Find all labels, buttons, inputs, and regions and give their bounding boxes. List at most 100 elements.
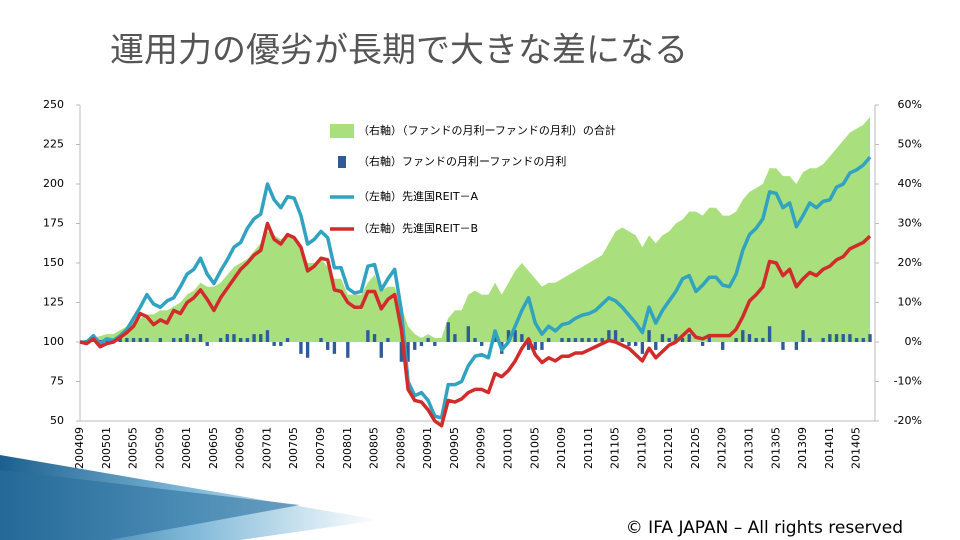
bar bbox=[366, 330, 370, 342]
bar bbox=[687, 334, 691, 342]
x-tick-label: 201209 bbox=[716, 427, 729, 469]
slide-title: 運用力の優劣が長期で大きな差になる bbox=[110, 31, 688, 71]
bar bbox=[654, 342, 658, 350]
y-tick-label: 175 bbox=[43, 217, 64, 230]
bar bbox=[145, 338, 149, 342]
bar bbox=[567, 338, 571, 342]
y-tick-label: 150 bbox=[43, 256, 64, 269]
bar bbox=[285, 338, 290, 342]
x-tick-label: 200701 bbox=[260, 427, 273, 469]
bar bbox=[828, 334, 832, 342]
bar bbox=[801, 330, 805, 342]
y2-tick-label: 40% bbox=[898, 177, 922, 190]
legend-item: （左軸）先進国REIT－B bbox=[330, 221, 478, 235]
bar bbox=[346, 342, 350, 358]
bar bbox=[480, 342, 484, 346]
x-tick-label: 200509 bbox=[153, 427, 166, 469]
line bbox=[79, 221, 872, 428]
y2-tick-label: -10% bbox=[894, 375, 922, 388]
x-tick-label: 201009 bbox=[555, 427, 568, 469]
bar bbox=[245, 338, 250, 342]
bar bbox=[513, 330, 517, 342]
x-tick-label: 200905 bbox=[448, 427, 461, 469]
bar bbox=[700, 342, 705, 346]
y2-tick-label: 10% bbox=[898, 296, 922, 309]
bar bbox=[225, 334, 229, 342]
bar bbox=[319, 338, 323, 342]
bar bbox=[446, 322, 450, 342]
x-tick-label: 201309 bbox=[796, 427, 809, 469]
y-tick-label: 50 bbox=[50, 414, 64, 427]
bar bbox=[232, 334, 236, 342]
bar bbox=[118, 338, 122, 342]
bar bbox=[125, 338, 129, 342]
bar bbox=[192, 338, 196, 342]
bar bbox=[848, 334, 852, 342]
bar bbox=[332, 342, 337, 354]
bar bbox=[419, 342, 424, 346]
bar bbox=[546, 338, 551, 342]
bar bbox=[587, 338, 591, 342]
legend-label: （左軸）先進国REIT－B bbox=[358, 221, 478, 235]
bar bbox=[741, 330, 745, 342]
bar bbox=[426, 338, 430, 342]
bar bbox=[399, 342, 404, 362]
x-tick-label: 200505 bbox=[127, 427, 140, 469]
bar bbox=[613, 330, 618, 342]
bar bbox=[218, 338, 223, 342]
bar bbox=[747, 334, 752, 342]
x-tick-label: 200409 bbox=[73, 427, 86, 469]
y2-tick-label: -20% bbox=[894, 414, 922, 427]
bar bbox=[627, 342, 631, 346]
bar bbox=[386, 338, 390, 342]
x-tick-label: 200501 bbox=[100, 427, 113, 469]
x-tick-label: 201005 bbox=[528, 427, 541, 469]
bar bbox=[379, 342, 383, 358]
bar bbox=[205, 342, 209, 346]
bar bbox=[272, 342, 276, 346]
bar bbox=[413, 342, 417, 350]
bar bbox=[640, 342, 645, 354]
legend-label: （左軸）先進国REIT－A bbox=[358, 189, 479, 203]
x-tick-label: 201001 bbox=[501, 427, 514, 469]
bar bbox=[239, 338, 243, 342]
y2-tick-label: 60% bbox=[898, 98, 922, 111]
bar bbox=[620, 338, 624, 342]
bar bbox=[821, 338, 825, 342]
x-tick-label: 201305 bbox=[769, 427, 782, 469]
bar bbox=[647, 330, 651, 342]
bar bbox=[453, 334, 457, 342]
bar bbox=[533, 342, 537, 350]
bar bbox=[781, 342, 785, 350]
x-tick-label: 200705 bbox=[287, 427, 300, 469]
y2-tick-label: 30% bbox=[898, 217, 922, 230]
bar bbox=[105, 340, 109, 342]
bar bbox=[861, 338, 865, 342]
x-tick-label: 200601 bbox=[180, 427, 193, 469]
y-tick-label: 250 bbox=[43, 98, 64, 111]
x-tick-label: 200909 bbox=[475, 427, 488, 469]
bar bbox=[299, 342, 303, 354]
bar bbox=[660, 334, 665, 342]
bar bbox=[526, 342, 531, 350]
bar bbox=[560, 338, 564, 342]
x-tick-label: 200605 bbox=[207, 427, 220, 469]
bar bbox=[854, 338, 859, 342]
x-tick-label: 201205 bbox=[689, 427, 702, 469]
legend-item: （左軸）先進国REIT－A bbox=[330, 189, 479, 203]
bar bbox=[372, 334, 377, 342]
area bbox=[80, 116, 870, 342]
bar bbox=[808, 338, 812, 342]
bar bbox=[265, 330, 270, 342]
x-tick-label: 200709 bbox=[314, 427, 327, 469]
bar bbox=[305, 342, 310, 358]
x-tick-label: 201109 bbox=[635, 427, 648, 469]
bar bbox=[433, 342, 437, 346]
bar bbox=[506, 330, 511, 342]
bar bbox=[252, 334, 256, 342]
bar bbox=[540, 342, 544, 350]
y2-tick-label: 20% bbox=[898, 256, 922, 269]
x-tick-label: 201105 bbox=[609, 427, 622, 469]
bar bbox=[198, 334, 203, 342]
y-tick-label: 225 bbox=[43, 138, 64, 151]
